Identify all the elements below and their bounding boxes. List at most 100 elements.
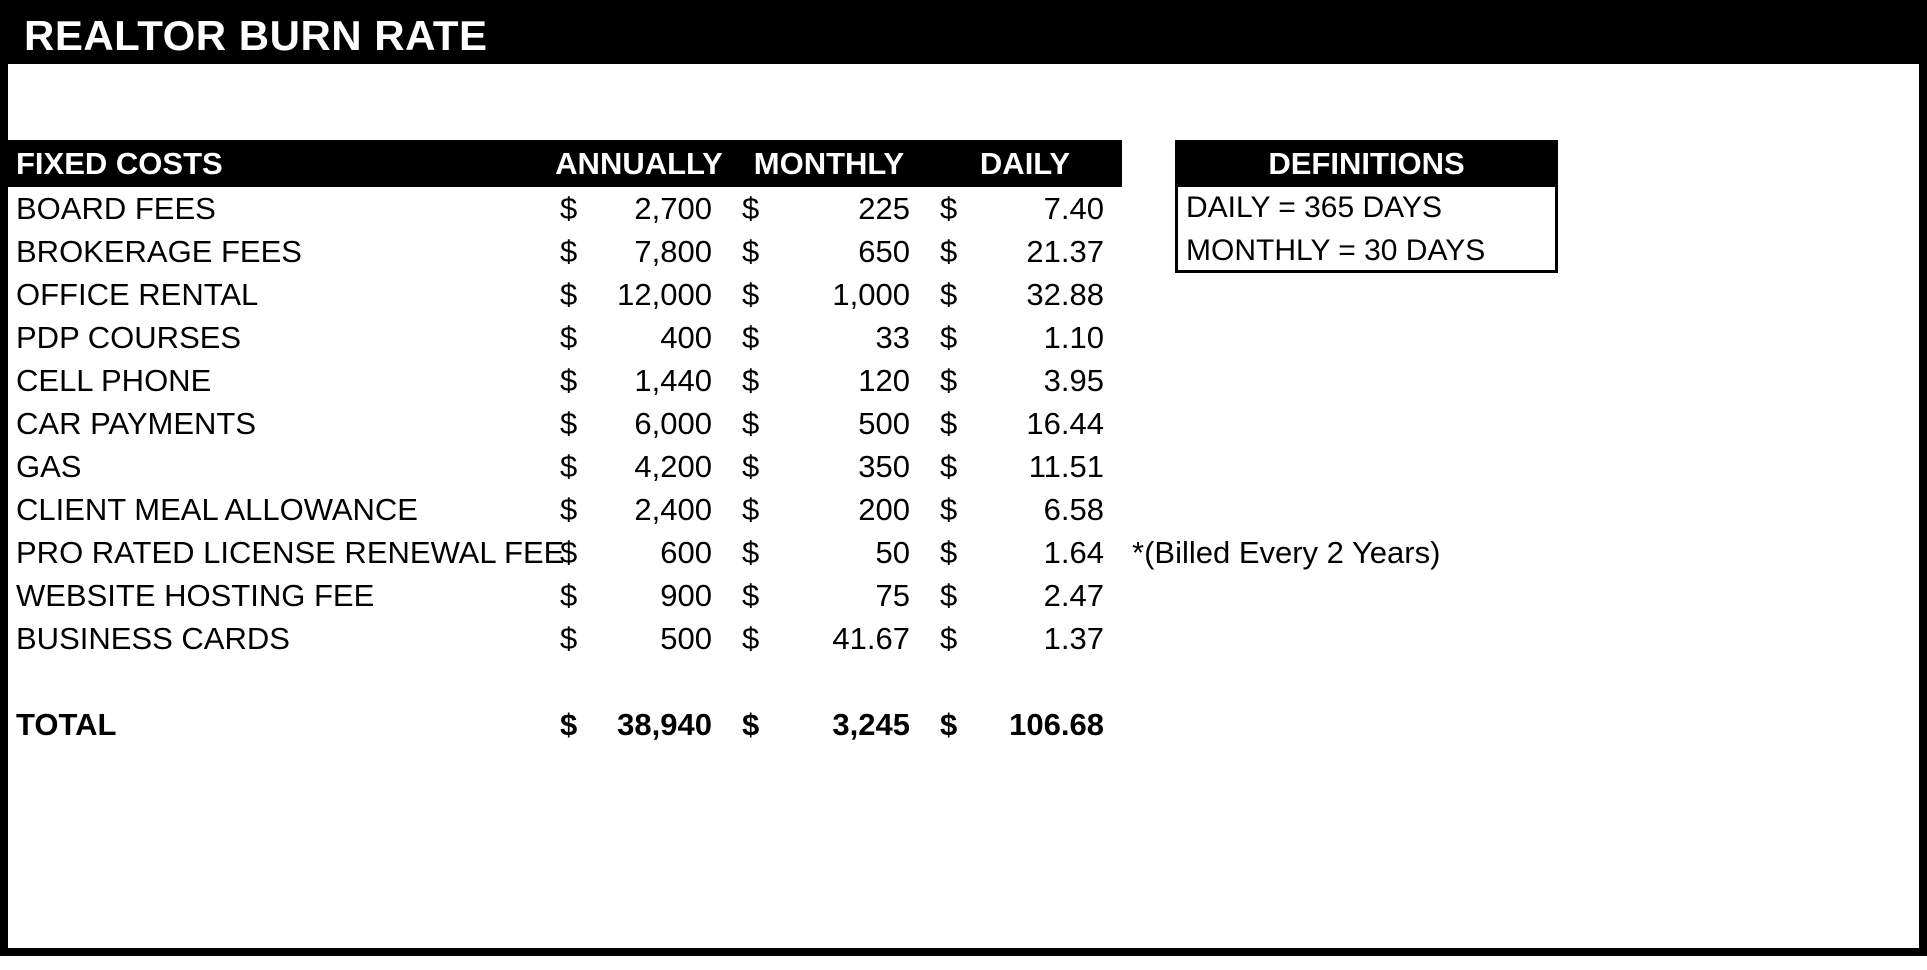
definitions-header: DEFINITIONS xyxy=(1175,140,1558,187)
currency-symbol: $ xyxy=(742,276,760,312)
monthly-value: 500 xyxy=(858,405,910,441)
annually-cell: $ 2,400 xyxy=(548,488,730,531)
daily-value: 16.44 xyxy=(1026,405,1104,441)
row-note: *(Billed Every 2 Years) xyxy=(1132,535,1441,570)
row-side-slot xyxy=(1122,273,1919,316)
row-label: WEBSITE HOSTING FEE xyxy=(16,577,375,613)
currency-symbol: $ xyxy=(742,362,760,398)
currency-symbol: $ xyxy=(940,491,958,527)
row-label: CLIENT MEAL ALLOWANCE xyxy=(16,491,418,527)
monthly-value: 33 xyxy=(875,319,910,355)
currency-symbol: $ xyxy=(560,534,578,570)
table-row: GAS $ 4,200 $ 350 $ 11.51 xyxy=(8,445,1919,488)
empty-row-before-total xyxy=(8,660,1919,703)
row-side-slot: DAILY = 365 DAYS xyxy=(1122,187,1919,230)
annually-cell: $ 500 xyxy=(548,617,730,660)
monthly-value: 650 xyxy=(858,233,910,269)
total-monthly-value: 3,245 xyxy=(832,706,910,742)
monthly-column-header: MONTHLY xyxy=(730,140,928,187)
row-side-slot xyxy=(1122,445,1919,488)
fixed-costs-rows: BOARD FEES $ 2,700 $ 225 $ 7.40 DAILY = … xyxy=(8,187,1919,660)
monthly-value: 75 xyxy=(875,577,910,613)
definition-item: MONTHLY = 30 DAYS xyxy=(1175,230,1558,273)
daily-value: 21.37 xyxy=(1026,233,1104,269)
annually-cell: $ 2,700 xyxy=(548,187,730,230)
total-side-cell xyxy=(1122,703,1919,746)
annually-value: 2,400 xyxy=(634,491,712,527)
monthly-cell: $ 120 xyxy=(730,359,928,402)
table-row: BUSINESS CARDS $ 500 $ 41.67 $ 1.37 xyxy=(8,617,1919,660)
total-annually-value: 38,940 xyxy=(617,706,712,742)
row-label: CELL PHONE xyxy=(16,362,212,398)
table-row: BROKERAGE FEES $ 7,800 $ 650 $ 21.37 MON… xyxy=(8,230,1919,273)
monthly-value: 1,000 xyxy=(832,276,910,312)
annually-value: 500 xyxy=(660,620,712,656)
annually-value: 7,800 xyxy=(634,233,712,269)
daily-cell: $ 6.58 xyxy=(928,488,1122,531)
monthly-value: 200 xyxy=(858,491,910,527)
annually-cell: $ 600 xyxy=(548,531,730,574)
currency-symbol: $ xyxy=(742,190,760,226)
currency-symbol: $ xyxy=(940,577,958,613)
currency-symbol: $ xyxy=(742,491,760,527)
annually-cell: $ 4,200 xyxy=(548,445,730,488)
daily-value: 7.40 xyxy=(1043,190,1104,226)
daily-cell: $ 1.10 xyxy=(928,316,1122,359)
currency-symbol: $ xyxy=(560,319,578,355)
daily-cell: $ 1.37 xyxy=(928,617,1122,660)
monthly-cell: $ 225 xyxy=(730,187,928,230)
currency-symbol: $ xyxy=(742,577,760,613)
row-side-slot xyxy=(1122,574,1919,617)
definition-item: DAILY = 365 DAYS xyxy=(1175,187,1558,230)
daily-value: 11.51 xyxy=(1028,448,1104,484)
monthly-cell: $ 1,000 xyxy=(730,273,928,316)
row-side-slot xyxy=(1122,488,1919,531)
annually-cell: $ 12,000 xyxy=(548,273,730,316)
currency-symbol: $ xyxy=(940,190,958,226)
monthly-cell: $ 650 xyxy=(730,230,928,273)
annually-value: 4,200 xyxy=(634,448,712,484)
row-side-slot: *(Billed Every 2 Years) xyxy=(1122,531,1919,574)
table-row: WEBSITE HOSTING FEE $ 900 $ 75 $ 2.47 xyxy=(8,574,1919,617)
annually-column-header: ANNUALLY xyxy=(548,140,730,187)
currency-symbol: $ xyxy=(560,190,578,226)
currency-symbol: $ xyxy=(940,319,958,355)
page-title: REALTOR BURN RATE xyxy=(8,8,1919,64)
monthly-value: 225 xyxy=(858,190,910,226)
row-label: BUSINESS CARDS xyxy=(16,620,290,656)
currency-symbol: $ xyxy=(560,448,578,484)
currency-symbol: $ xyxy=(940,620,958,656)
annually-value: 1,440 xyxy=(634,362,712,398)
daily-value: 1.37 xyxy=(1043,620,1104,656)
daily-cell: $ 2.47 xyxy=(928,574,1122,617)
daily-cell: $ 7.40 xyxy=(928,187,1122,230)
daily-cell: $ 11.51 xyxy=(928,445,1122,488)
annually-value: 12,000 xyxy=(617,276,712,312)
table-row: BOARD FEES $ 2,700 $ 225 $ 7.40 DAILY = … xyxy=(8,187,1919,230)
currency-symbol: $ xyxy=(940,448,958,484)
monthly-value: 41.67 xyxy=(832,620,910,656)
currency-symbol: $ xyxy=(560,620,578,656)
annually-value: 600 xyxy=(660,534,712,570)
annually-value: 6,000 xyxy=(634,405,712,441)
currency-symbol: $ xyxy=(560,362,578,398)
currency-symbol: $ xyxy=(742,405,760,441)
daily-value: 1.10 xyxy=(1043,319,1104,355)
currency-symbol: $ xyxy=(560,706,578,742)
table-row: CLIENT MEAL ALLOWANCE $ 2,400 $ 200 $ 6.… xyxy=(8,488,1919,531)
annually-cell: $ 6,000 xyxy=(548,402,730,445)
currency-symbol: $ xyxy=(742,620,760,656)
row-label: CAR PAYMENTS xyxy=(16,405,256,441)
fixed-costs-header: FIXED COSTS xyxy=(8,140,548,187)
currency-symbol: $ xyxy=(940,362,958,398)
annually-value: 900 xyxy=(660,577,712,613)
total-label: TOTAL xyxy=(16,706,117,742)
row-side-slot: MONTHLY = 30 DAYS xyxy=(1122,230,1919,273)
total-daily-value: 106.68 xyxy=(1009,706,1104,742)
empty-row-top xyxy=(8,64,1919,140)
table-row: PDP COURSES $ 400 $ 33 $ 1.10 xyxy=(8,316,1919,359)
row-label: GAS xyxy=(16,448,82,484)
total-daily-cell: $ 106.68 xyxy=(928,703,1122,746)
table-row: CELL PHONE $ 1,440 $ 120 $ 3.95 xyxy=(8,359,1919,402)
